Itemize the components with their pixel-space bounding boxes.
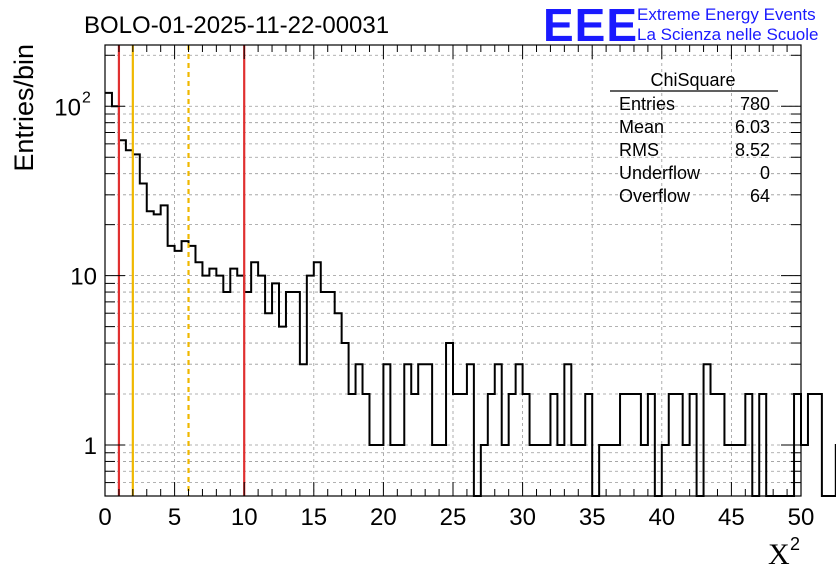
- stats-row-value: 780: [740, 94, 770, 114]
- stats-row-label: Mean: [619, 117, 664, 137]
- x-tick-label: 50: [788, 504, 815, 531]
- x-tick-label: 10: [231, 504, 258, 531]
- stats-row-label: Overflow: [619, 186, 691, 206]
- histogram-series: [105, 91, 836, 497]
- x-axis-label: X 2: [768, 534, 800, 571]
- stats-row-value: 6.03: [735, 117, 770, 137]
- stats-row-value: 0: [760, 163, 770, 183]
- y-axis-label: Entries/bin: [9, 44, 39, 172]
- eee-logo-mark: EEE: [543, 0, 638, 51]
- eee-logo: EEE Extreme Energy Events La Scienza nel…: [543, 0, 818, 51]
- y-tick-label-exponent: 2: [82, 89, 91, 106]
- x-tick-label: 0: [98, 504, 111, 531]
- y-tick-label: 10: [70, 264, 97, 291]
- threshold-lines: [117, 45, 246, 496]
- x-tick-label: 30: [509, 504, 536, 531]
- x-tick-label: 40: [648, 504, 675, 531]
- y-tick-label: 1: [84, 433, 97, 460]
- x-tick-label: 20: [370, 504, 397, 531]
- chart-title: BOLO-01-2025-11-22-00031: [84, 12, 389, 39]
- histogram-line: [105, 91, 836, 497]
- y-tick-label: 10: [54, 94, 81, 121]
- x-axis-label-main: X: [768, 538, 790, 571]
- x-tick-label: 5: [168, 504, 181, 531]
- x-tick-label: 25: [440, 504, 467, 531]
- stats-row-label: Underflow: [619, 163, 701, 183]
- stats-box-rows: Entries 780 Mean 6.03 RMS 8.52 Underflow 0 Overf…: [619, 94, 770, 206]
- x-axis-label-superscript: 2: [790, 534, 800, 554]
- eee-logo-line2: La Scienza nelle Scuole: [637, 25, 818, 44]
- x-tick-label: 15: [300, 504, 327, 531]
- x-tick-label: 35: [579, 504, 606, 531]
- stats-row-value: 8.52: [735, 140, 770, 160]
- x-tick-label: 45: [718, 504, 745, 531]
- stats-box: ChiSquare Entries 780 Mean 6.03 RMS 8.52 Under…: [610, 70, 778, 206]
- stats-row-label: RMS: [619, 140, 659, 160]
- stats-row-value: 64: [750, 186, 770, 206]
- stats-box-title: ChiSquare: [650, 70, 735, 90]
- eee-logo-line1: Extreme Energy Events: [637, 5, 816, 24]
- stats-row-label: Entries: [619, 94, 675, 114]
